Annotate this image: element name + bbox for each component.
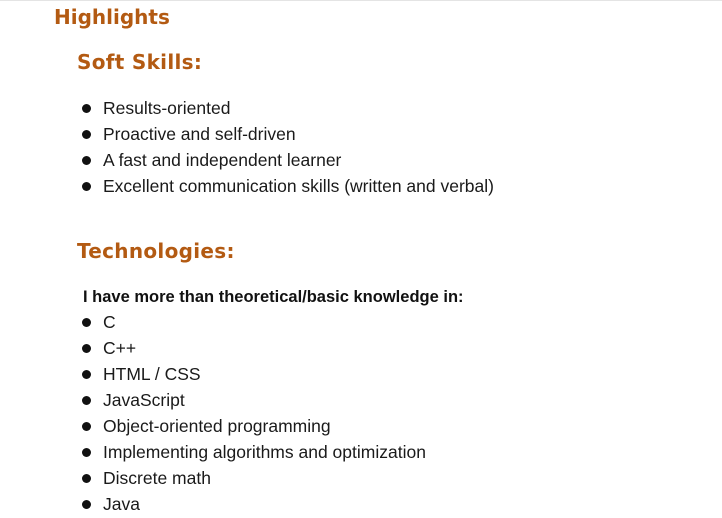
highlights-heading: Highlights bbox=[54, 5, 170, 29]
technologies-title: Technologies: bbox=[77, 239, 235, 263]
bullet-icon bbox=[82, 474, 91, 483]
bullet-icon bbox=[82, 130, 91, 139]
bullet-icon bbox=[82, 500, 91, 509]
list-item-text: C bbox=[103, 312, 116, 332]
list-item-text: Results-oriented bbox=[103, 98, 231, 118]
list-item: C bbox=[79, 309, 426, 335]
list-item-text: Implementing algorithms and optimization bbox=[103, 442, 426, 462]
list-item: Results-oriented bbox=[79, 95, 494, 121]
list-item: JavaScript bbox=[79, 387, 426, 413]
bullet-icon bbox=[82, 104, 91, 113]
soft-skills-title: Soft Skills: bbox=[77, 50, 203, 74]
list-item: A fast and independent learner bbox=[79, 147, 494, 173]
list-item: Discrete math bbox=[79, 465, 426, 491]
list-item: Excellent communication skills (written … bbox=[79, 173, 494, 199]
list-item-text: Discrete math bbox=[103, 468, 211, 488]
bullet-icon bbox=[82, 182, 91, 191]
list-item-text: Java bbox=[103, 494, 140, 514]
bullet-icon bbox=[82, 448, 91, 457]
list-item-text: A fast and independent learner bbox=[103, 150, 342, 170]
list-item-text: C++ bbox=[103, 338, 137, 358]
bullet-icon bbox=[82, 422, 91, 431]
list-item: Implementing algorithms and optimization bbox=[79, 439, 426, 465]
soft-skills-list: Results-oriented Proactive and self-driv… bbox=[79, 95, 494, 199]
bullet-icon bbox=[82, 318, 91, 327]
technologies-intro: I have more than theoretical/basic knowl… bbox=[83, 288, 464, 306]
bullet-icon bbox=[82, 344, 91, 353]
bullet-icon bbox=[82, 370, 91, 379]
list-item-text: HTML / CSS bbox=[103, 364, 201, 384]
list-item: Object-oriented programming bbox=[79, 413, 426, 439]
list-item: HTML / CSS bbox=[79, 361, 426, 387]
list-item: Proactive and self-driven bbox=[79, 121, 494, 147]
bullet-icon bbox=[82, 396, 91, 405]
list-item: Java bbox=[79, 491, 426, 517]
list-item-text: JavaScript bbox=[103, 390, 185, 410]
bullet-icon bbox=[82, 156, 91, 165]
list-item-text: Proactive and self-driven bbox=[103, 124, 296, 144]
list-item: C++ bbox=[79, 335, 426, 361]
list-item-text: Object-oriented programming bbox=[103, 416, 331, 436]
technologies-list: C C++ HTML / CSS JavaScript Object-orien… bbox=[79, 309, 426, 517]
list-item-text: Excellent communication skills (written … bbox=[103, 176, 494, 196]
